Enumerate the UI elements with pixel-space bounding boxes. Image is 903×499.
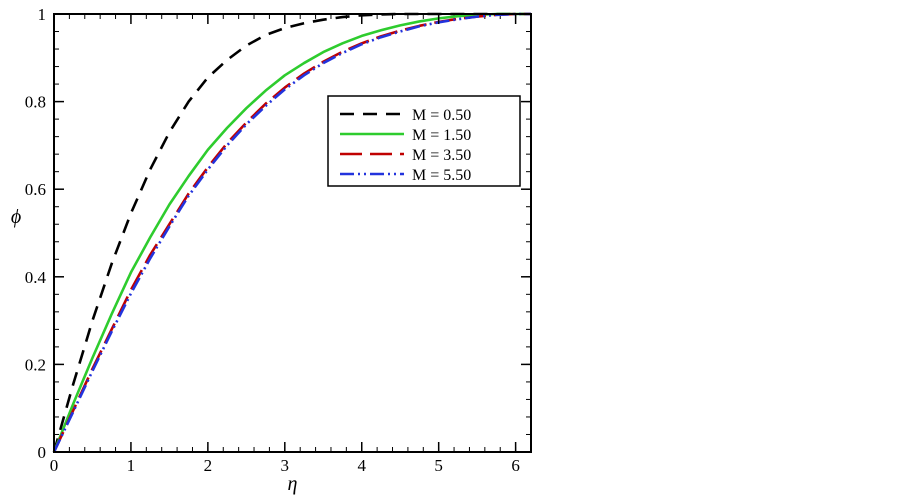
legend-label: M = 3.50 (412, 147, 471, 164)
x-tick-label: 4 (357, 456, 366, 475)
legend-box (327, 95, 521, 187)
x-tick-label: 1 (127, 456, 136, 475)
y-tick-label: 0.6 (25, 180, 46, 199)
x-tick-label: 3 (281, 456, 290, 475)
x-axis-ticks: 0 1 2 3 4 5 6 (50, 14, 520, 475)
minor-ticks (53, 13, 532, 453)
legend-label: M = 5.50 (412, 167, 471, 184)
x-axis-label: η (288, 473, 298, 495)
series-line-0 (52, 12, 531, 453)
y-tick-label: 0.2 (25, 355, 46, 374)
y-axis-ticks: 0 0.2 0.4 0.6 0.8 1 (25, 5, 531, 462)
legend-label: M = 0.50 (412, 107, 471, 124)
x-tick-label: 5 (434, 456, 443, 475)
y-tick-label: 0.8 (25, 93, 46, 112)
series-line-1 (52, 12, 531, 453)
x-tick-label: 6 (511, 456, 520, 475)
x-tick-label: 0 (50, 456, 59, 475)
y-tick-label: 0.4 (25, 268, 47, 287)
series-line-2 (52, 12, 531, 453)
legend: M = 0.50 M = 1.50 M = 3.50 M = 5.50 (327, 95, 521, 187)
x-tick-label: 2 (204, 456, 213, 475)
plot-frame (53, 13, 532, 453)
series-layer (52, 12, 531, 453)
y-tick-label: 0 (38, 443, 47, 462)
y-tick-label: 1 (38, 5, 47, 24)
y-axis-label: ϕ (11, 206, 21, 228)
series-line-3 (52, 12, 531, 453)
legend-label: M = 1.50 (412, 127, 471, 144)
